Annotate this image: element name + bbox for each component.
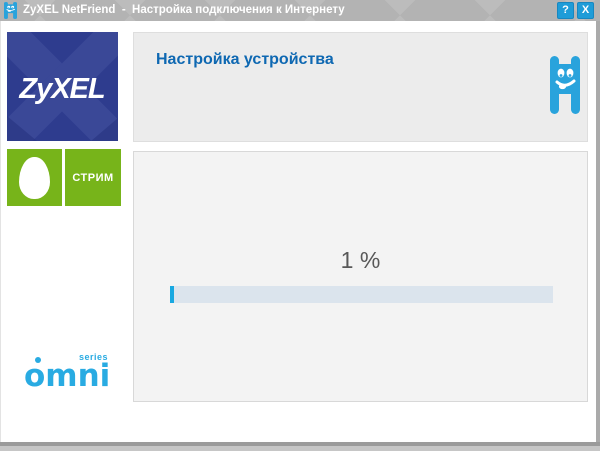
help-button[interactable]: ?	[557, 2, 574, 19]
stream-egg-tile	[7, 149, 62, 206]
omni-dot-accent	[35, 357, 41, 363]
main-panel: 1 %	[133, 151, 588, 402]
window-border-bottom-outer	[0, 446, 600, 451]
window-border-bottom	[0, 442, 600, 446]
egg-icon	[19, 156, 50, 199]
stream-text-tile: СТРИМ	[65, 149, 121, 206]
progress-bar	[170, 286, 553, 303]
stream-logo: СТРИМ	[7, 149, 121, 206]
progress-fill	[170, 286, 174, 303]
titlebar[interactable]: ZyXEL NetFriend - Настройка подключения …	[0, 0, 600, 21]
progress-percent-label: 1 %	[340, 247, 381, 273]
window-title: ZyXEL NetFriend - Настройка подключения …	[23, 4, 345, 16]
omni-series-label: series	[78, 352, 108, 362]
page-title: Настройка устройства	[156, 51, 334, 68]
zyxel-logo: ZyXEL	[7, 32, 118, 141]
omni-series-logo: series omni	[24, 352, 110, 398]
netfriend-robot-mascot-icon	[550, 56, 580, 114]
zyxel-logo-text: ZyXEL	[18, 73, 105, 105]
window-border-left	[0, 21, 1, 442]
omni-label: omni	[24, 358, 111, 394]
netfriend-robot-titlebar-icon	[4, 2, 17, 19]
window-border-right	[596, 21, 600, 442]
header-panel: Настройка устройства	[133, 32, 588, 142]
close-button[interactable]: X	[577, 2, 594, 19]
